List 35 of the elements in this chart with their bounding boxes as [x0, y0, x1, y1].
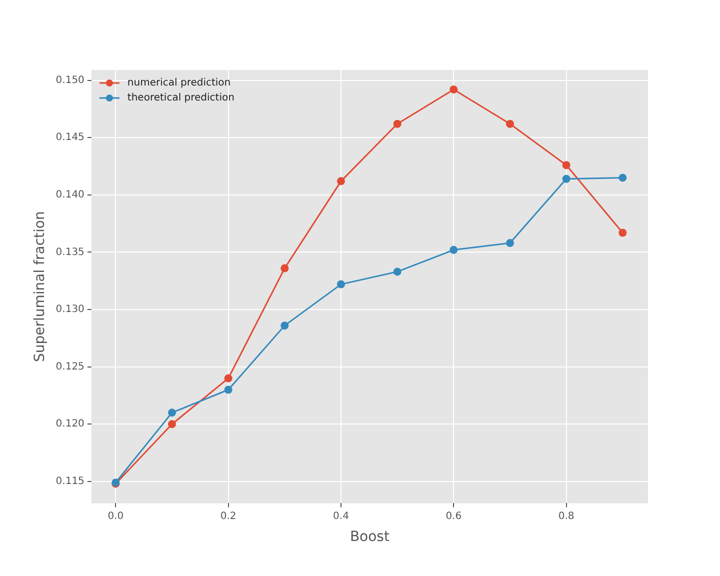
y-tick-label: 0.120 — [56, 418, 84, 430]
y-tick-label: 0.115 — [56, 476, 84, 488]
x-tick-label: 0.4 — [333, 510, 349, 522]
point — [336, 177, 345, 186]
y-tick-label: 0.130 — [56, 304, 84, 316]
point — [450, 85, 458, 94]
point — [562, 161, 570, 170]
point — [280, 264, 289, 272]
point — [562, 174, 570, 183]
point — [393, 120, 402, 128]
y-tick-label: 0.145 — [56, 132, 84, 144]
x-axis-title: Boost — [350, 529, 390, 546]
y-tick-label: 0.150 — [56, 74, 84, 86]
x-tick-label: 0.0 — [108, 510, 124, 522]
y-tick-label: 0.125 — [56, 361, 84, 372]
point — [168, 420, 176, 428]
legend-label: numerical prediction — [127, 78, 231, 89]
point — [450, 246, 458, 254]
point — [618, 174, 627, 182]
point — [224, 386, 232, 394]
x-tick-label: 0.2 — [220, 510, 236, 522]
point — [393, 268, 402, 276]
x-tick-label: 0.6 — [446, 510, 462, 522]
legend-label: theoretical prediction — [127, 92, 234, 104]
y-tick-label: 0.135 — [56, 246, 84, 258]
x-tick-label: 0.8 — [558, 510, 574, 522]
point — [506, 120, 514, 128]
point — [224, 374, 232, 382]
point — [336, 280, 345, 288]
y-tick-label: 0.140 — [56, 190, 84, 201]
point — [168, 408, 176, 417]
point — [280, 322, 289, 330]
point — [618, 228, 627, 237]
y-axis-title: Superluminal fraction — [32, 211, 48, 362]
point — [506, 239, 514, 248]
